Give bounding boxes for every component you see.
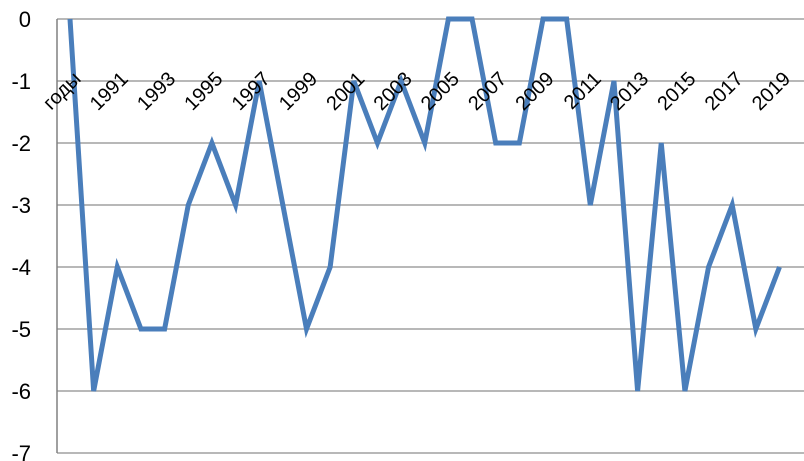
data-point [115, 265, 120, 270]
data-point [186, 203, 191, 208]
x-tick-label: 1997 [228, 68, 275, 115]
data-point [375, 141, 380, 146]
data-point [68, 17, 73, 22]
x-axis-tick-labels: годы 1991 1993 1995 1997 1999 2001 2003 2005 2007… [39, 68, 795, 115]
x-tick-label: 2019 [748, 68, 795, 115]
data-point [470, 17, 475, 22]
data-point [162, 327, 167, 332]
x-tick-label: 2005 [417, 68, 464, 115]
y-tick-label: -3 [11, 193, 31, 218]
data-point [635, 389, 640, 394]
data-point [280, 203, 285, 208]
x-tick-label: 2015 [653, 68, 700, 115]
data-point [588, 203, 593, 208]
x-tick-label: 1995 [180, 68, 227, 115]
x-tick-label: 2017 [701, 68, 748, 115]
y-tick-label: 0 [19, 7, 31, 32]
x-tick-label: 1991 [86, 68, 133, 115]
y-tick-label: -6 [11, 379, 31, 404]
y-tick-label: -5 [11, 317, 31, 342]
x-tick-label: 2009 [512, 68, 559, 115]
data-point [706, 265, 711, 270]
y-tick-label: -7 [11, 441, 31, 461]
category-axis-label: годы [39, 68, 85, 114]
data-point [91, 389, 96, 394]
x-tick-label: 1999 [275, 68, 322, 115]
data-point [138, 327, 143, 332]
x-tick-label: 2013 [606, 68, 653, 115]
data-point [682, 389, 687, 394]
data-point [209, 141, 214, 146]
data-point [730, 203, 735, 208]
data-point [611, 79, 616, 84]
data-point [446, 17, 451, 22]
y-tick-label: -2 [11, 131, 31, 156]
data-point [328, 265, 333, 270]
data-point [659, 141, 664, 146]
data-point [304, 327, 309, 332]
data-point [422, 141, 427, 146]
y-tick-label: -4 [11, 255, 31, 280]
data-point [541, 17, 546, 22]
data-point [753, 327, 758, 332]
data-point [777, 265, 782, 270]
y-axis-tick-labels: 0 -1 -2 -3 -4 -5 -6 -7 [11, 7, 31, 461]
y-tick-label: -1 [11, 69, 31, 94]
x-tick-label: 2011 [560, 68, 606, 114]
data-point [493, 141, 498, 146]
data-point [517, 141, 522, 146]
x-tick-label: 1993 [133, 68, 180, 115]
data-point [564, 17, 569, 22]
grid-lines [57, 18, 804, 454]
data-point [233, 203, 238, 208]
series-line [67, 16, 782, 392]
